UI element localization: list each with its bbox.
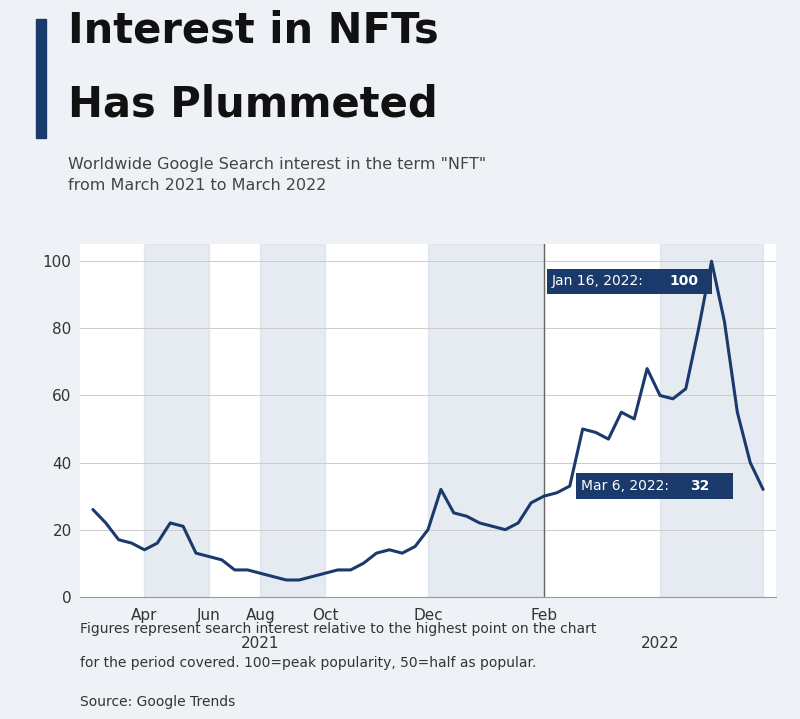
Text: 2022: 2022 [641, 636, 679, 651]
Text: Jan 16, 2022:: Jan 16, 2022: [552, 275, 648, 288]
Bar [428, 244, 544, 597]
Text: 32: 32 [690, 479, 709, 493]
Bar [660, 244, 763, 597]
Bar [261, 244, 325, 597]
Text: Source: Google Trends: Source: Google Trends [80, 695, 235, 709]
FancyBboxPatch shape [576, 474, 734, 499]
Bar [145, 244, 209, 597]
Text: Figures represent search interest relative to the highest point on the chart: Figures represent search interest relati… [80, 622, 596, 636]
Text: 2021: 2021 [241, 636, 280, 651]
Text: 100: 100 [669, 275, 698, 288]
Text: Worldwide Google Search interest in the term "NFT"
from March 2021 to March 2022: Worldwide Google Search interest in the … [68, 157, 486, 193]
Text: Has Plummeted: Has Plummeted [68, 83, 438, 125]
Text: Interest in NFTs: Interest in NFTs [68, 9, 438, 52]
Bar [36, 19, 46, 137]
Text: Mar 6, 2022:: Mar 6, 2022: [582, 479, 674, 493]
Text: for the period covered. 100=peak popularity, 50=half as popular.: for the period covered. 100=peak popular… [80, 656, 536, 670]
FancyBboxPatch shape [546, 269, 711, 294]
